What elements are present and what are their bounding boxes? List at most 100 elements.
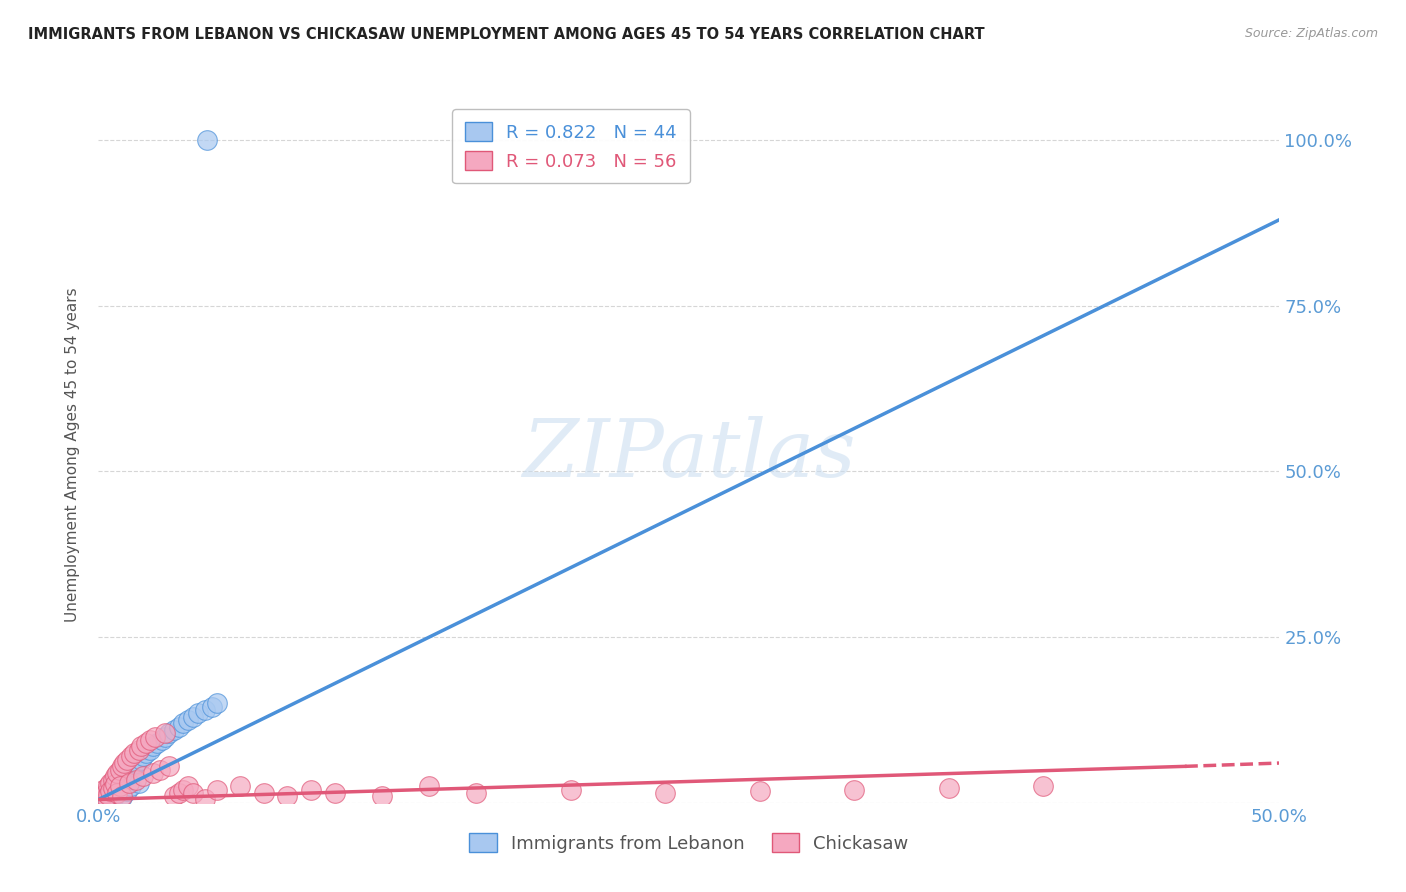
Point [371, 789, 394, 804]
Point [112, 756, 135, 770]
Point [105, 776, 128, 790]
Point [163, 723, 186, 737]
Point [105, 786, 128, 800]
Point [90, 792, 112, 806]
Point [149, 763, 172, 777]
Point [122, 759, 145, 773]
Point [654, 786, 676, 800]
Point [194, 792, 217, 806]
Point [105, 766, 128, 780]
Point [132, 769, 155, 783]
Text: IMMIGRANTS FROM LEBANON VS CHICKASAW UNEMPLOYMENT AMONG AGES 45 TO 54 YEARS CORR: IMMIGRANTS FROM LEBANON VS CHICKASAW UNE… [28, 27, 984, 42]
Point [135, 736, 157, 750]
Point [115, 753, 138, 767]
Point [128, 776, 150, 790]
Point [125, 756, 148, 770]
Point [323, 786, 346, 800]
Point [91, 790, 114, 805]
Point [104, 777, 127, 791]
Point [125, 772, 148, 787]
Point [167, 786, 190, 800]
Point [104, 788, 127, 802]
Point [195, 133, 218, 147]
Point [98, 784, 121, 798]
Point [560, 782, 582, 797]
Point [91, 789, 114, 804]
Point [167, 720, 190, 734]
Point [139, 732, 162, 747]
Point [157, 759, 180, 773]
Point [418, 779, 440, 793]
Point [121, 749, 143, 764]
Point [115, 784, 138, 798]
Point [98, 781, 121, 796]
Point [94, 792, 117, 806]
Point [229, 779, 252, 793]
Point [748, 784, 770, 798]
Point [135, 746, 157, 760]
Point [104, 769, 127, 783]
Point [98, 776, 121, 790]
Point [105, 786, 128, 800]
Point [143, 730, 166, 744]
Point [129, 753, 152, 767]
Text: Source: ZipAtlas.com: Source: ZipAtlas.com [1244, 27, 1378, 40]
Point [97, 790, 120, 805]
Point [276, 789, 298, 804]
Point [111, 790, 134, 805]
Legend: Immigrants from Lebanon, Chickasaw: Immigrants from Lebanon, Chickasaw [458, 822, 920, 863]
Point [1032, 779, 1054, 793]
Point [91, 782, 114, 797]
Point [104, 779, 127, 793]
Point [101, 781, 124, 796]
Point [153, 726, 176, 740]
Y-axis label: Unemployment Among Ages 45 to 54 years: Unemployment Among Ages 45 to 54 years [65, 287, 80, 623]
Point [938, 781, 960, 796]
Point [201, 699, 224, 714]
Point [172, 716, 194, 731]
Point [101, 792, 124, 806]
Point [132, 749, 155, 764]
Point [90, 792, 112, 806]
Point [91, 788, 114, 802]
Point [108, 772, 131, 787]
Point [108, 763, 131, 777]
Point [111, 759, 134, 773]
Point [139, 743, 162, 757]
Point [181, 709, 204, 723]
Point [142, 739, 165, 754]
Point [157, 726, 180, 740]
Point [112, 766, 135, 780]
Point [118, 763, 141, 777]
Point [129, 739, 152, 754]
Point [299, 782, 322, 797]
Point [205, 782, 228, 797]
Point [142, 766, 165, 780]
Point [172, 782, 194, 797]
Point [163, 789, 186, 804]
Point [150, 732, 173, 747]
Point [465, 786, 488, 800]
Point [205, 697, 228, 711]
Point [111, 769, 134, 783]
Point [101, 772, 124, 787]
Point [194, 703, 217, 717]
Point [128, 743, 150, 757]
Point [97, 788, 120, 802]
Point [94, 786, 117, 800]
Point [118, 776, 141, 790]
Point [97, 786, 120, 800]
Point [181, 786, 204, 800]
Point [177, 713, 200, 727]
Point [177, 779, 200, 793]
Point [122, 746, 145, 760]
Point [253, 786, 276, 800]
Point [108, 779, 131, 793]
Point [98, 784, 121, 798]
Point [121, 779, 143, 793]
Point [94, 789, 117, 804]
Point [153, 730, 176, 744]
Point [844, 782, 866, 797]
Point [94, 790, 117, 805]
Point [97, 779, 120, 793]
